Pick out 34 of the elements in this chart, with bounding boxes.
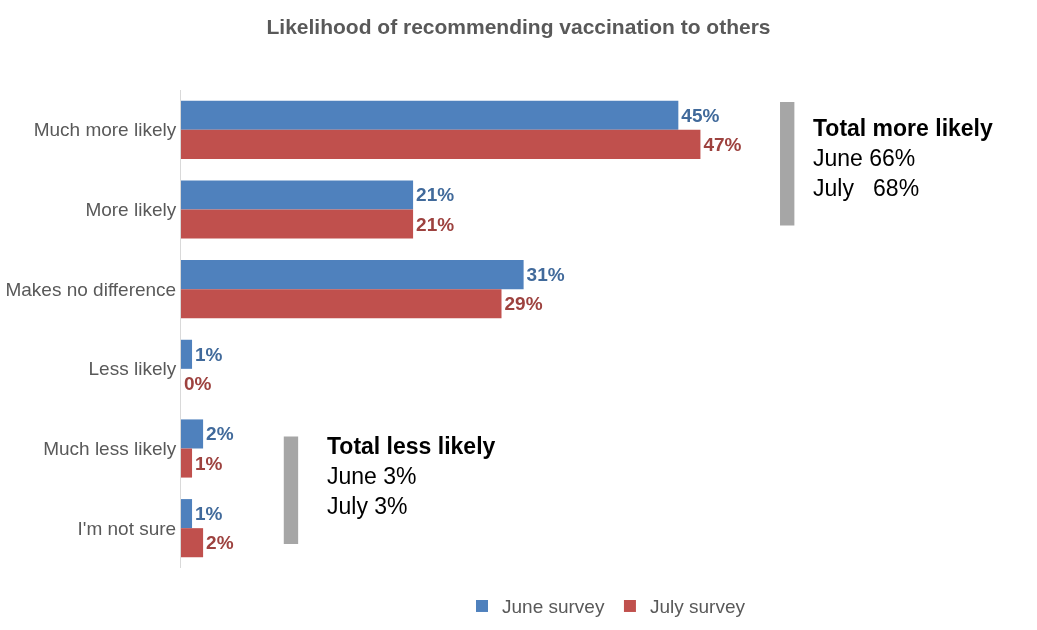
bar	[181, 100, 679, 130]
data-label: 21%	[416, 213, 455, 235]
legend-label: June survey	[502, 596, 605, 618]
bar	[181, 209, 414, 239]
data-label: 21%	[416, 184, 455, 206]
y-tick-label: I'm not sure	[77, 517, 177, 539]
data-label: 2%	[206, 532, 234, 554]
data-label: 2%	[206, 423, 234, 445]
annotation: Total less likely June 3% July 3%	[327, 433, 496, 519]
data-label: 1%	[195, 452, 223, 474]
data-label: 45%	[681, 104, 720, 126]
data-label: 31%	[526, 264, 565, 286]
chart-title: Likelihood of recommending vaccination to others	[266, 14, 771, 38]
y-tick-label: Less likely	[88, 358, 177, 380]
data-label: 29%	[504, 293, 543, 315]
y-tick-label: Much more likely	[33, 119, 177, 141]
y-tick-label: Much less likely	[43, 438, 177, 460]
data-label: 0%	[184, 372, 212, 394]
bar	[181, 289, 502, 319]
y-tick-label: Makes no difference	[5, 278, 177, 300]
bar	[181, 448, 193, 478]
data-label: 1%	[195, 343, 223, 365]
bar	[181, 180, 414, 210]
legend-label: July survey	[649, 596, 746, 618]
bar	[181, 260, 524, 290]
bar	[181, 339, 193, 369]
bar	[181, 499, 193, 529]
bar	[181, 129, 701, 159]
annotation: Total more likely June 66% July 68%	[813, 115, 994, 201]
data-label: 47%	[703, 133, 742, 155]
bar	[181, 419, 204, 449]
y-tick-label: More likely	[85, 199, 177, 221]
bar	[181, 528, 204, 558]
data-label: 1%	[195, 503, 223, 525]
